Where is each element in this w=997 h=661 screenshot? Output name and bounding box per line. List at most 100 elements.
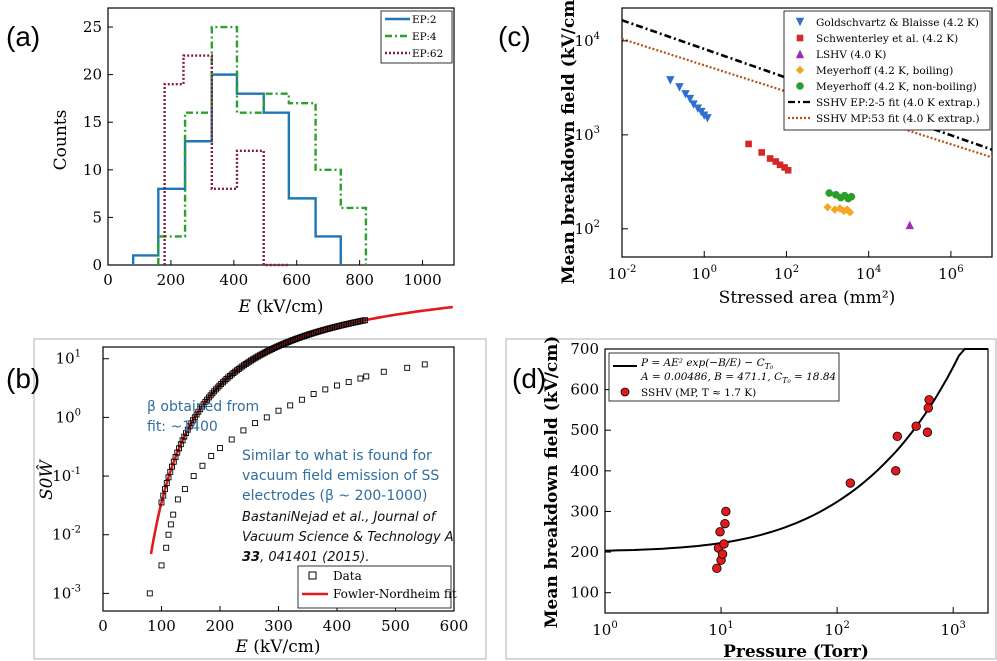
y-tick-label-b-base: 10 bbox=[56, 408, 75, 426]
data-point-b bbox=[298, 396, 305, 403]
y-tick-label-b: 10-1 bbox=[52, 466, 81, 485]
legend-fit-params-main: A = 0.00486, B = 471.1, C bbox=[640, 371, 782, 383]
x-tick-label-d: 100 bbox=[592, 620, 617, 639]
legend-entry-fit: Fowler-Nordheim fit bbox=[333, 587, 457, 601]
data-point-b bbox=[207, 392, 214, 399]
data-point-b bbox=[322, 386, 329, 393]
data-point-b bbox=[162, 486, 168, 493]
histogram-step-ep62 bbox=[163, 54, 289, 267]
data-point-c bbox=[795, 49, 805, 59]
fit-line-d bbox=[604, 348, 988, 552]
x-tick-label-b: 300 bbox=[264, 617, 293, 635]
data-point-c bbox=[845, 208, 855, 217]
y-tick-label-b: 10-3 bbox=[52, 583, 81, 602]
data-point-b bbox=[252, 420, 259, 427]
x-tick-label-d: 103 bbox=[940, 620, 965, 639]
data-point-b bbox=[225, 374, 232, 381]
x-tick-label-b: 400 bbox=[323, 617, 352, 635]
fit-line-c-2 bbox=[621, 37, 993, 159]
data-point-b bbox=[158, 562, 165, 569]
panel-label-b: (b) bbox=[6, 363, 40, 394]
y-tick-label-c-exp: 4 bbox=[594, 31, 600, 42]
x-tick-label-a: 0 bbox=[103, 271, 113, 289]
data-point-b bbox=[404, 364, 411, 371]
data-point-d bbox=[720, 518, 730, 529]
data-point-b bbox=[380, 368, 387, 375]
panel-label-d: (d) bbox=[512, 363, 546, 394]
data-point-b bbox=[163, 544, 170, 551]
data-point-c bbox=[830, 205, 839, 214]
data-point-b bbox=[218, 381, 225, 387]
histogram-series-a bbox=[131, 25, 368, 267]
data-point-b bbox=[421, 361, 428, 368]
data-point-b bbox=[263, 414, 270, 421]
data-point-c bbox=[835, 204, 845, 213]
data-points-b bbox=[146, 317, 428, 597]
data-point-b bbox=[177, 441, 184, 448]
x-tick-label-c: 10-2 bbox=[608, 264, 637, 283]
data-point-c bbox=[905, 220, 914, 230]
y-tick-label-b: 10-2 bbox=[52, 525, 81, 544]
data-point-c bbox=[745, 140, 752, 148]
data-point-b bbox=[163, 480, 170, 487]
x-axis-label-c: Stressed area (mm²) bbox=[719, 288, 896, 308]
y-ticks-d: 100 200 300 400 500 600 700 bbox=[570, 340, 611, 602]
data-point-b bbox=[216, 382, 223, 389]
data-point-b bbox=[287, 402, 294, 409]
data-point-b bbox=[183, 430, 190, 437]
data-point-d bbox=[922, 427, 933, 437]
legend-c: Goldschvartz & Blaisse (4.2 K) Schwenterl… bbox=[783, 10, 991, 131]
x-tick-label-c: 106 bbox=[938, 264, 963, 283]
data-point-c bbox=[681, 90, 690, 99]
data-point-b bbox=[221, 377, 228, 384]
legend-fit-equation-sub: T₀ bbox=[765, 362, 774, 371]
data-point-c bbox=[795, 17, 805, 27]
x-tick-label-c-base: 10 bbox=[938, 265, 957, 283]
data-point-c bbox=[689, 100, 698, 109]
data-point-b bbox=[165, 474, 172, 481]
x-tick-label-c-base: 10 bbox=[856, 265, 875, 283]
data-point-c bbox=[825, 189, 834, 197]
x-tick-label-a: 200 bbox=[157, 271, 186, 289]
data-point-d bbox=[892, 431, 903, 442]
data-point-b bbox=[176, 445, 183, 452]
data-point-b bbox=[181, 486, 188, 493]
legend-swatch-data bbox=[308, 571, 317, 580]
y-axis-label-c: Mean breakdown field (kV/cm) bbox=[559, 0, 579, 284]
x-tick-label-c: 104 bbox=[856, 264, 881, 283]
annotation-similar-line1: Similar to what is found for bbox=[242, 448, 432, 464]
legend-fit-params-sub: T₀ bbox=[782, 376, 791, 385]
y-tick-label-c-base: 10 bbox=[575, 126, 594, 144]
legend-entry-c: SSHV EP:2-5 fit (4.0 K extrap.) bbox=[816, 97, 980, 109]
y-tick-label-c-exp: 3 bbox=[594, 125, 600, 136]
x-tick-label-d-base: 10 bbox=[592, 621, 611, 639]
data-point-b bbox=[363, 373, 370, 380]
annotation-reference-line2: Vacuum Science & Technology A bbox=[242, 530, 454, 545]
x-tick-label-a: 600 bbox=[282, 271, 311, 289]
data-point-b bbox=[209, 390, 216, 397]
x-tick-label-c-exp: 6 bbox=[957, 264, 963, 275]
data-point-b bbox=[158, 499, 165, 506]
y-tick-label-a: 20 bbox=[83, 66, 102, 84]
data-point-b bbox=[357, 375, 364, 382]
data-point-c bbox=[666, 76, 675, 85]
panel-b-border bbox=[33, 338, 487, 660]
data-point-b bbox=[228, 436, 235, 443]
y-tick-label-b-base: 10 bbox=[52, 467, 71, 485]
legend-fit-params-end: = 18.84 bbox=[791, 371, 837, 383]
data-point-c bbox=[685, 94, 695, 104]
data-point-b bbox=[190, 473, 197, 480]
x-tick-label-c-exp: 4 bbox=[875, 264, 881, 275]
plot-frame-c bbox=[621, 7, 993, 258]
data-point-b bbox=[199, 462, 206, 469]
data-point-d bbox=[924, 395, 934, 405]
y-tick-label-a: 0 bbox=[92, 256, 102, 274]
data-point-b bbox=[214, 384, 221, 391]
legend-entry-c: LSHV (4.0 K) bbox=[816, 49, 886, 61]
y-axis-label-a: Counts bbox=[51, 110, 71, 171]
annotation-similar-line2: vacuum field emission of SS bbox=[242, 468, 439, 484]
data-point-b bbox=[275, 407, 282, 414]
data-point-b bbox=[208, 453, 215, 459]
